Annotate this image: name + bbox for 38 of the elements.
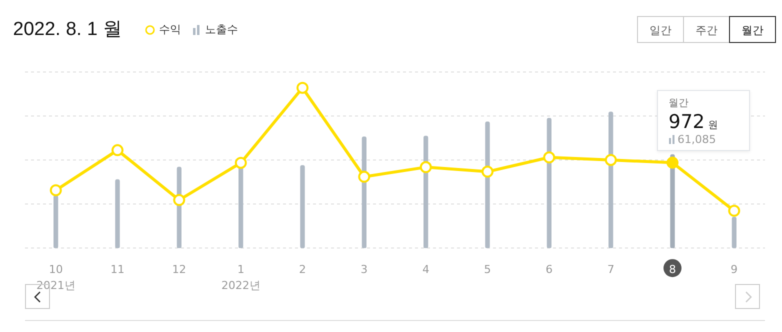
point xyxy=(604,154,617,166)
text: 주간 xyxy=(683,16,730,43)
bar xyxy=(732,216,736,248)
x-tick-label: 8 xyxy=(669,262,676,276)
x-tick-label: 10 2021년 xyxy=(36,262,76,292)
point xyxy=(482,166,494,178)
bar xyxy=(300,165,305,248)
x-tick-label: 6 xyxy=(546,262,553,276)
point xyxy=(112,144,124,156)
point xyxy=(358,170,370,183)
point xyxy=(173,194,186,206)
x-tick-label: 1 2022년 xyxy=(221,262,260,292)
bar xyxy=(485,121,490,248)
text: 일간 xyxy=(637,16,684,43)
annotation: 972 원 xyxy=(668,110,719,133)
annotation: 61,085 xyxy=(678,132,716,146)
x-tick-label: 12 xyxy=(172,262,186,276)
x-tick-label: 5 xyxy=(484,262,491,276)
point xyxy=(728,204,740,217)
point xyxy=(666,156,678,169)
bar xyxy=(115,179,120,248)
x-tick-label: 4 xyxy=(422,262,430,276)
legend-label: 노출수 xyxy=(205,22,238,37)
annotation: 월간 xyxy=(668,96,690,110)
point xyxy=(50,184,62,196)
point xyxy=(296,82,308,94)
x-tick-label: 3 xyxy=(360,262,368,276)
x-tick-label: 9 xyxy=(730,262,738,276)
chart-title: 2022. 8. 1 월 xyxy=(13,18,122,42)
x-tick-label: 7 xyxy=(607,262,614,276)
legend-label: 수익 xyxy=(159,22,181,37)
point xyxy=(543,151,556,164)
x-tick-label: 2 xyxy=(299,262,306,276)
text: 월간 xyxy=(729,16,776,43)
point xyxy=(420,161,432,174)
point xyxy=(234,156,247,169)
bar xyxy=(54,195,58,248)
x-tick-label: 11 xyxy=(110,262,124,276)
